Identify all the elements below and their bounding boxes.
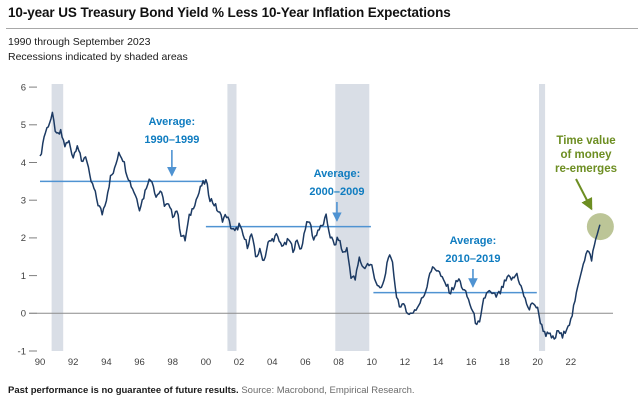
x-tick-label: 12 <box>400 357 411 368</box>
recession-band <box>539 84 546 351</box>
x-tick-label: 98 <box>167 357 178 368</box>
average-label: Average: <box>149 116 196 128</box>
y-tick-label: 4 <box>21 158 26 169</box>
x-tick-label: 18 <box>499 357 510 368</box>
green-annotation-label: re-emerges <box>555 163 617 175</box>
average-label: Average: <box>450 235 497 247</box>
recession-band <box>51 84 64 351</box>
x-tick-label: 14 <box>433 357 444 368</box>
x-tick-label: 04 <box>267 357 278 368</box>
page-title: 10-year US Treasury Bond Yield % Less 10… <box>8 5 451 20</box>
x-tick-label: 96 <box>134 357 145 368</box>
green-annotation-label: of money <box>560 149 612 161</box>
x-tick-label: 00 <box>201 357 212 368</box>
footer-disclaimer: Past performance is no guarantee of futu… <box>8 385 239 396</box>
title-divider <box>6 28 638 29</box>
x-tick-label: 92 <box>68 357 79 368</box>
y-tick-label: 0 <box>21 309 26 320</box>
footer-source: Source: Macrobond, Empirical Research. <box>241 385 415 396</box>
x-tick-label: 20 <box>532 357 543 368</box>
chart-area: -1 0 1 2 3 4 5 6 90 92 94 96 98 00 02 04 06 08 10 12 14 16 18 2… <box>0 70 640 382</box>
average-label: Average: <box>314 168 361 180</box>
chart-subtitle-recessions: Recessions indicated by shaded areas <box>8 51 188 63</box>
y-tick-label: 3 <box>21 196 26 207</box>
x-tick-label: 16 <box>466 357 477 368</box>
recession-band <box>227 84 237 351</box>
average-label: 2010–2019 <box>445 253 500 265</box>
y-tick-label: -1 <box>18 346 26 357</box>
y-tick-label: 2 <box>21 233 26 244</box>
y-tick-label: 6 <box>21 82 26 93</box>
x-tick-label: 06 <box>300 357 311 368</box>
x-tick-label: 90 <box>35 357 46 368</box>
x-tick-label: 10 <box>366 357 377 368</box>
x-tick-label: 02 <box>234 357 245 368</box>
y-tick-label: 1 <box>21 271 26 282</box>
yield-line <box>39 111 601 340</box>
footer: Past performance is no guarantee of futu… <box>8 385 415 396</box>
average-label: 2000–2009 <box>309 186 364 198</box>
x-tick-label: 08 <box>333 357 344 368</box>
x-tick-label: 22 <box>566 357 577 368</box>
chart-subtitle-range: 1990 through September 2023 <box>8 36 151 48</box>
x-tick-label: 94 <box>101 357 112 368</box>
average-label: 1990–1999 <box>144 134 199 146</box>
recession-band <box>335 84 370 351</box>
green-annotation-label: Time value <box>556 135 615 147</box>
highlight-circle <box>586 213 614 241</box>
y-tick-label: 5 <box>21 120 26 131</box>
annotation-arrow-icon <box>575 178 593 211</box>
